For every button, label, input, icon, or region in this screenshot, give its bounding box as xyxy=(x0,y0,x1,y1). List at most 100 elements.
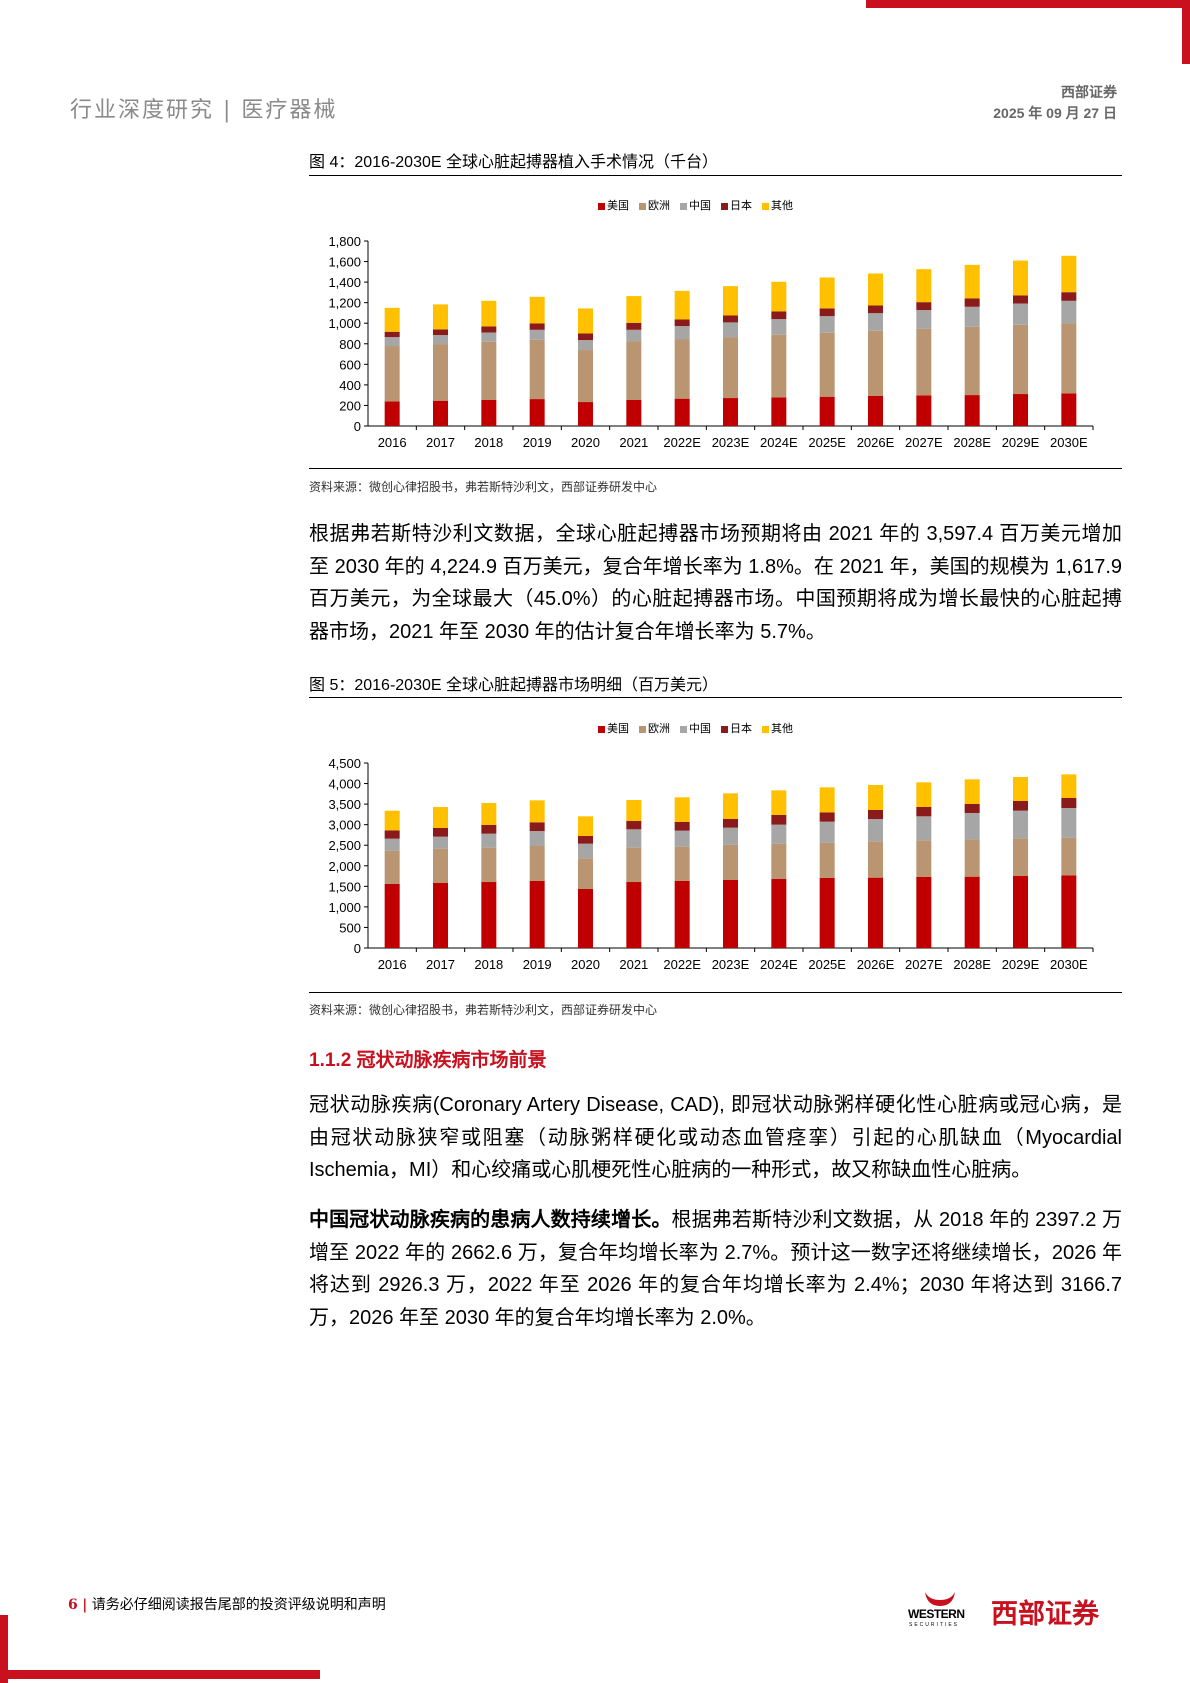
bar-segment-eu xyxy=(868,841,883,878)
legend-label: 中国 xyxy=(689,199,711,212)
chart-legend: 美国 欧洲 中国 日本 其他 xyxy=(598,720,793,736)
x-tick-label: 2021 xyxy=(619,435,648,450)
bar-segment-cn xyxy=(964,306,980,327)
x-tick-label: 2017 xyxy=(426,957,455,972)
bar-segment-other xyxy=(723,286,738,316)
x-tick-label: 2024E xyxy=(760,435,798,450)
bar-segment-eu xyxy=(674,846,690,881)
legend-label: 中国 xyxy=(689,722,711,735)
bar-segment-other xyxy=(626,800,642,822)
bar-segment-jp xyxy=(819,308,835,317)
bar-segment-eu xyxy=(819,842,835,878)
bar-segment-jp xyxy=(1061,292,1077,301)
y-tick-label: 1,600 xyxy=(328,255,361,270)
bar-segment-jp xyxy=(1013,800,1028,811)
x-tick-label: 2027E xyxy=(905,435,943,450)
section-heading: 1.1.2 冠状动脉疾病市场前景 xyxy=(309,1050,547,1071)
bar-segment-other xyxy=(481,803,497,825)
bar-segment-other xyxy=(481,300,497,327)
footer-disclaimer: 请务必仔细阅读报告尾部的投资评级说明和声明 xyxy=(91,1597,386,1613)
bar-segment-other xyxy=(964,779,980,804)
bar-segment-us xyxy=(674,398,690,426)
x-tick-label: 2030E xyxy=(1050,435,1088,450)
bar-segment-jp xyxy=(674,319,690,327)
x-tick-label: 2022E xyxy=(663,435,701,450)
bar-segment-eu xyxy=(626,847,642,883)
bar-segment-other xyxy=(1061,774,1077,798)
bar-segment-us xyxy=(771,879,787,948)
bar-segment-us xyxy=(964,395,980,426)
x-tick-label: 2016 xyxy=(378,435,407,450)
bar-segment-other xyxy=(578,816,593,837)
company-logo: WESTERN SECURITIES 西部证券 xyxy=(905,1588,1115,1630)
bar-segment-us xyxy=(626,882,642,948)
legend-item-cn: 中国 xyxy=(680,720,711,736)
y-tick-label: 2,500 xyxy=(328,838,361,853)
bar-segment-other xyxy=(674,290,690,320)
bar-segment-cn xyxy=(723,827,738,845)
bar-segment-jp xyxy=(433,329,448,336)
bar-segment-jp xyxy=(433,827,448,837)
bar-segment-cn xyxy=(1013,303,1028,325)
bar-segment-eu xyxy=(916,840,932,878)
bar-segment-eu xyxy=(1013,838,1028,877)
bar-segment-jp xyxy=(1061,797,1077,809)
x-tick-label: 2029E xyxy=(1002,435,1040,450)
x-tick-label: 2030E xyxy=(1050,957,1088,972)
bar-segment-jp xyxy=(626,821,642,830)
bar-segment-us xyxy=(819,396,835,426)
top-right-bar-vertical xyxy=(1182,0,1190,64)
bar-segment-other xyxy=(723,793,738,819)
x-tick-label: 2017 xyxy=(426,435,455,450)
x-tick-label: 2024E xyxy=(760,957,798,972)
bar-segment-eu xyxy=(481,847,497,883)
bar-segment-other xyxy=(771,790,787,816)
bar-segment-eu xyxy=(1061,837,1077,876)
legend-item-other: 其他 xyxy=(762,720,793,736)
x-tick-label: 2028E xyxy=(953,957,991,972)
y-tick-label: 1,200 xyxy=(328,296,361,311)
bar-segment-jp xyxy=(578,333,593,341)
bar-segment-cn xyxy=(529,329,545,340)
page-number: 6 xyxy=(68,1597,78,1613)
bar-segment-eu xyxy=(916,328,932,396)
bar-segment-jp xyxy=(819,812,835,822)
bottom-left-bar-vertical xyxy=(0,1615,8,1683)
bar-segment-other xyxy=(1013,260,1028,296)
bar-segment-jp xyxy=(964,298,980,307)
bar-segment-other xyxy=(868,273,883,306)
bar-segment-cn xyxy=(384,838,400,851)
legend-item-jp: 日本 xyxy=(721,720,752,736)
bar-segment-other xyxy=(819,277,835,309)
y-tick-label: 400 xyxy=(339,378,361,393)
y-tick-label: 200 xyxy=(339,398,361,413)
bar-segment-cn xyxy=(723,322,738,338)
y-tick-label: 3,000 xyxy=(328,818,361,833)
x-tick-label: 2029E xyxy=(1002,957,1040,972)
divider xyxy=(309,992,1122,993)
x-tick-label: 2018 xyxy=(474,435,503,450)
y-tick-label: 4,000 xyxy=(328,777,361,792)
bar-segment-cn xyxy=(578,843,593,859)
bar-segment-jp xyxy=(1013,295,1028,304)
legend-item-jp: 日本 xyxy=(721,197,752,213)
bar-segment-eu xyxy=(723,337,738,399)
chart-legend: 美国 欧洲 中国 日本 其他 xyxy=(598,197,793,213)
bar-segment-cn xyxy=(868,818,883,842)
figure5-source: 资料来源：微创心律招股书，弗若斯特沙利文，西部证券研发中心 xyxy=(309,1003,658,1017)
figure4-source: 资料来源：微创心律招股书，弗若斯特沙利文，西部证券研发中心 xyxy=(309,480,658,494)
bottom-left-bar xyxy=(0,1670,320,1679)
bar-segment-us xyxy=(529,880,545,948)
x-tick-label: 2016 xyxy=(378,957,407,972)
bar-segment-eu xyxy=(433,848,448,884)
legend-swatch xyxy=(598,725,605,733)
bar-segment-eu xyxy=(1013,324,1028,395)
bar-segment-other xyxy=(964,264,980,299)
bar-segment-us xyxy=(1061,875,1077,948)
x-tick-label: 2019 xyxy=(523,435,552,450)
bar-segment-jp xyxy=(529,822,545,831)
bar-segment-eu xyxy=(384,346,400,402)
bar-segment-us xyxy=(723,880,738,948)
bar-segment-jp xyxy=(868,305,883,314)
bar-segment-eu xyxy=(529,846,545,881)
